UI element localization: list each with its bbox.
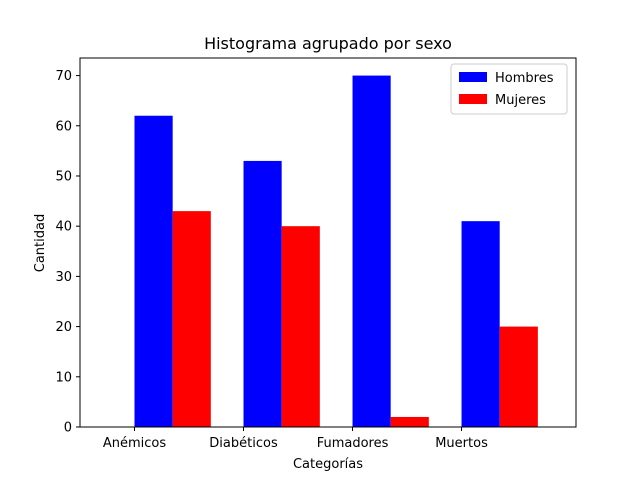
y-tick-label-4: 40 xyxy=(55,220,72,235)
x-tick-label-1: Diabéticos xyxy=(209,436,278,451)
y-tick-label-1: 10 xyxy=(55,370,72,385)
y-axis-label: Cantidad xyxy=(33,214,48,272)
bar-mujeres-0 xyxy=(172,211,211,427)
x-tick-label-0: Anémicos xyxy=(103,436,167,451)
y-tick-label-5: 50 xyxy=(55,169,72,184)
y-tick-label-3: 30 xyxy=(55,270,72,285)
legend: Hombres Mujeres xyxy=(450,63,568,115)
bar-hombres-0 xyxy=(134,115,173,428)
legend-label-mujeres: Mujeres xyxy=(495,93,546,108)
y-tick-label-0: 0 xyxy=(64,421,72,436)
x-axis-label: Categorías xyxy=(293,457,363,472)
legend-swatch-hombres xyxy=(459,72,487,82)
legend-label-hombres: Hombres xyxy=(495,71,554,86)
y-tick-label-2: 20 xyxy=(55,320,72,335)
x-axis: Anémicos Diabéticos Fumadores Muertos xyxy=(103,427,488,451)
bars-group xyxy=(134,75,538,428)
bar-mujeres-3 xyxy=(499,326,538,427)
y-tick-label-6: 60 xyxy=(55,119,72,134)
plot-frame xyxy=(79,57,577,428)
bar-mujeres-1 xyxy=(281,226,320,427)
legend-swatch-mujeres xyxy=(459,94,487,104)
chart-title: Histograma agrupado por sexo xyxy=(204,34,452,53)
bar-hombres-2 xyxy=(352,75,391,428)
bar-mujeres-2 xyxy=(390,416,429,427)
x-tick-label-2: Fumadores xyxy=(317,436,389,451)
y-tick-label-7: 70 xyxy=(55,69,72,84)
bar-hombres-1 xyxy=(243,160,282,427)
bar-hombres-3 xyxy=(461,221,500,427)
x-tick-label-3: Muertos xyxy=(435,436,488,451)
y-axis: 0 10 20 30 40 50 60 70 xyxy=(55,69,80,436)
